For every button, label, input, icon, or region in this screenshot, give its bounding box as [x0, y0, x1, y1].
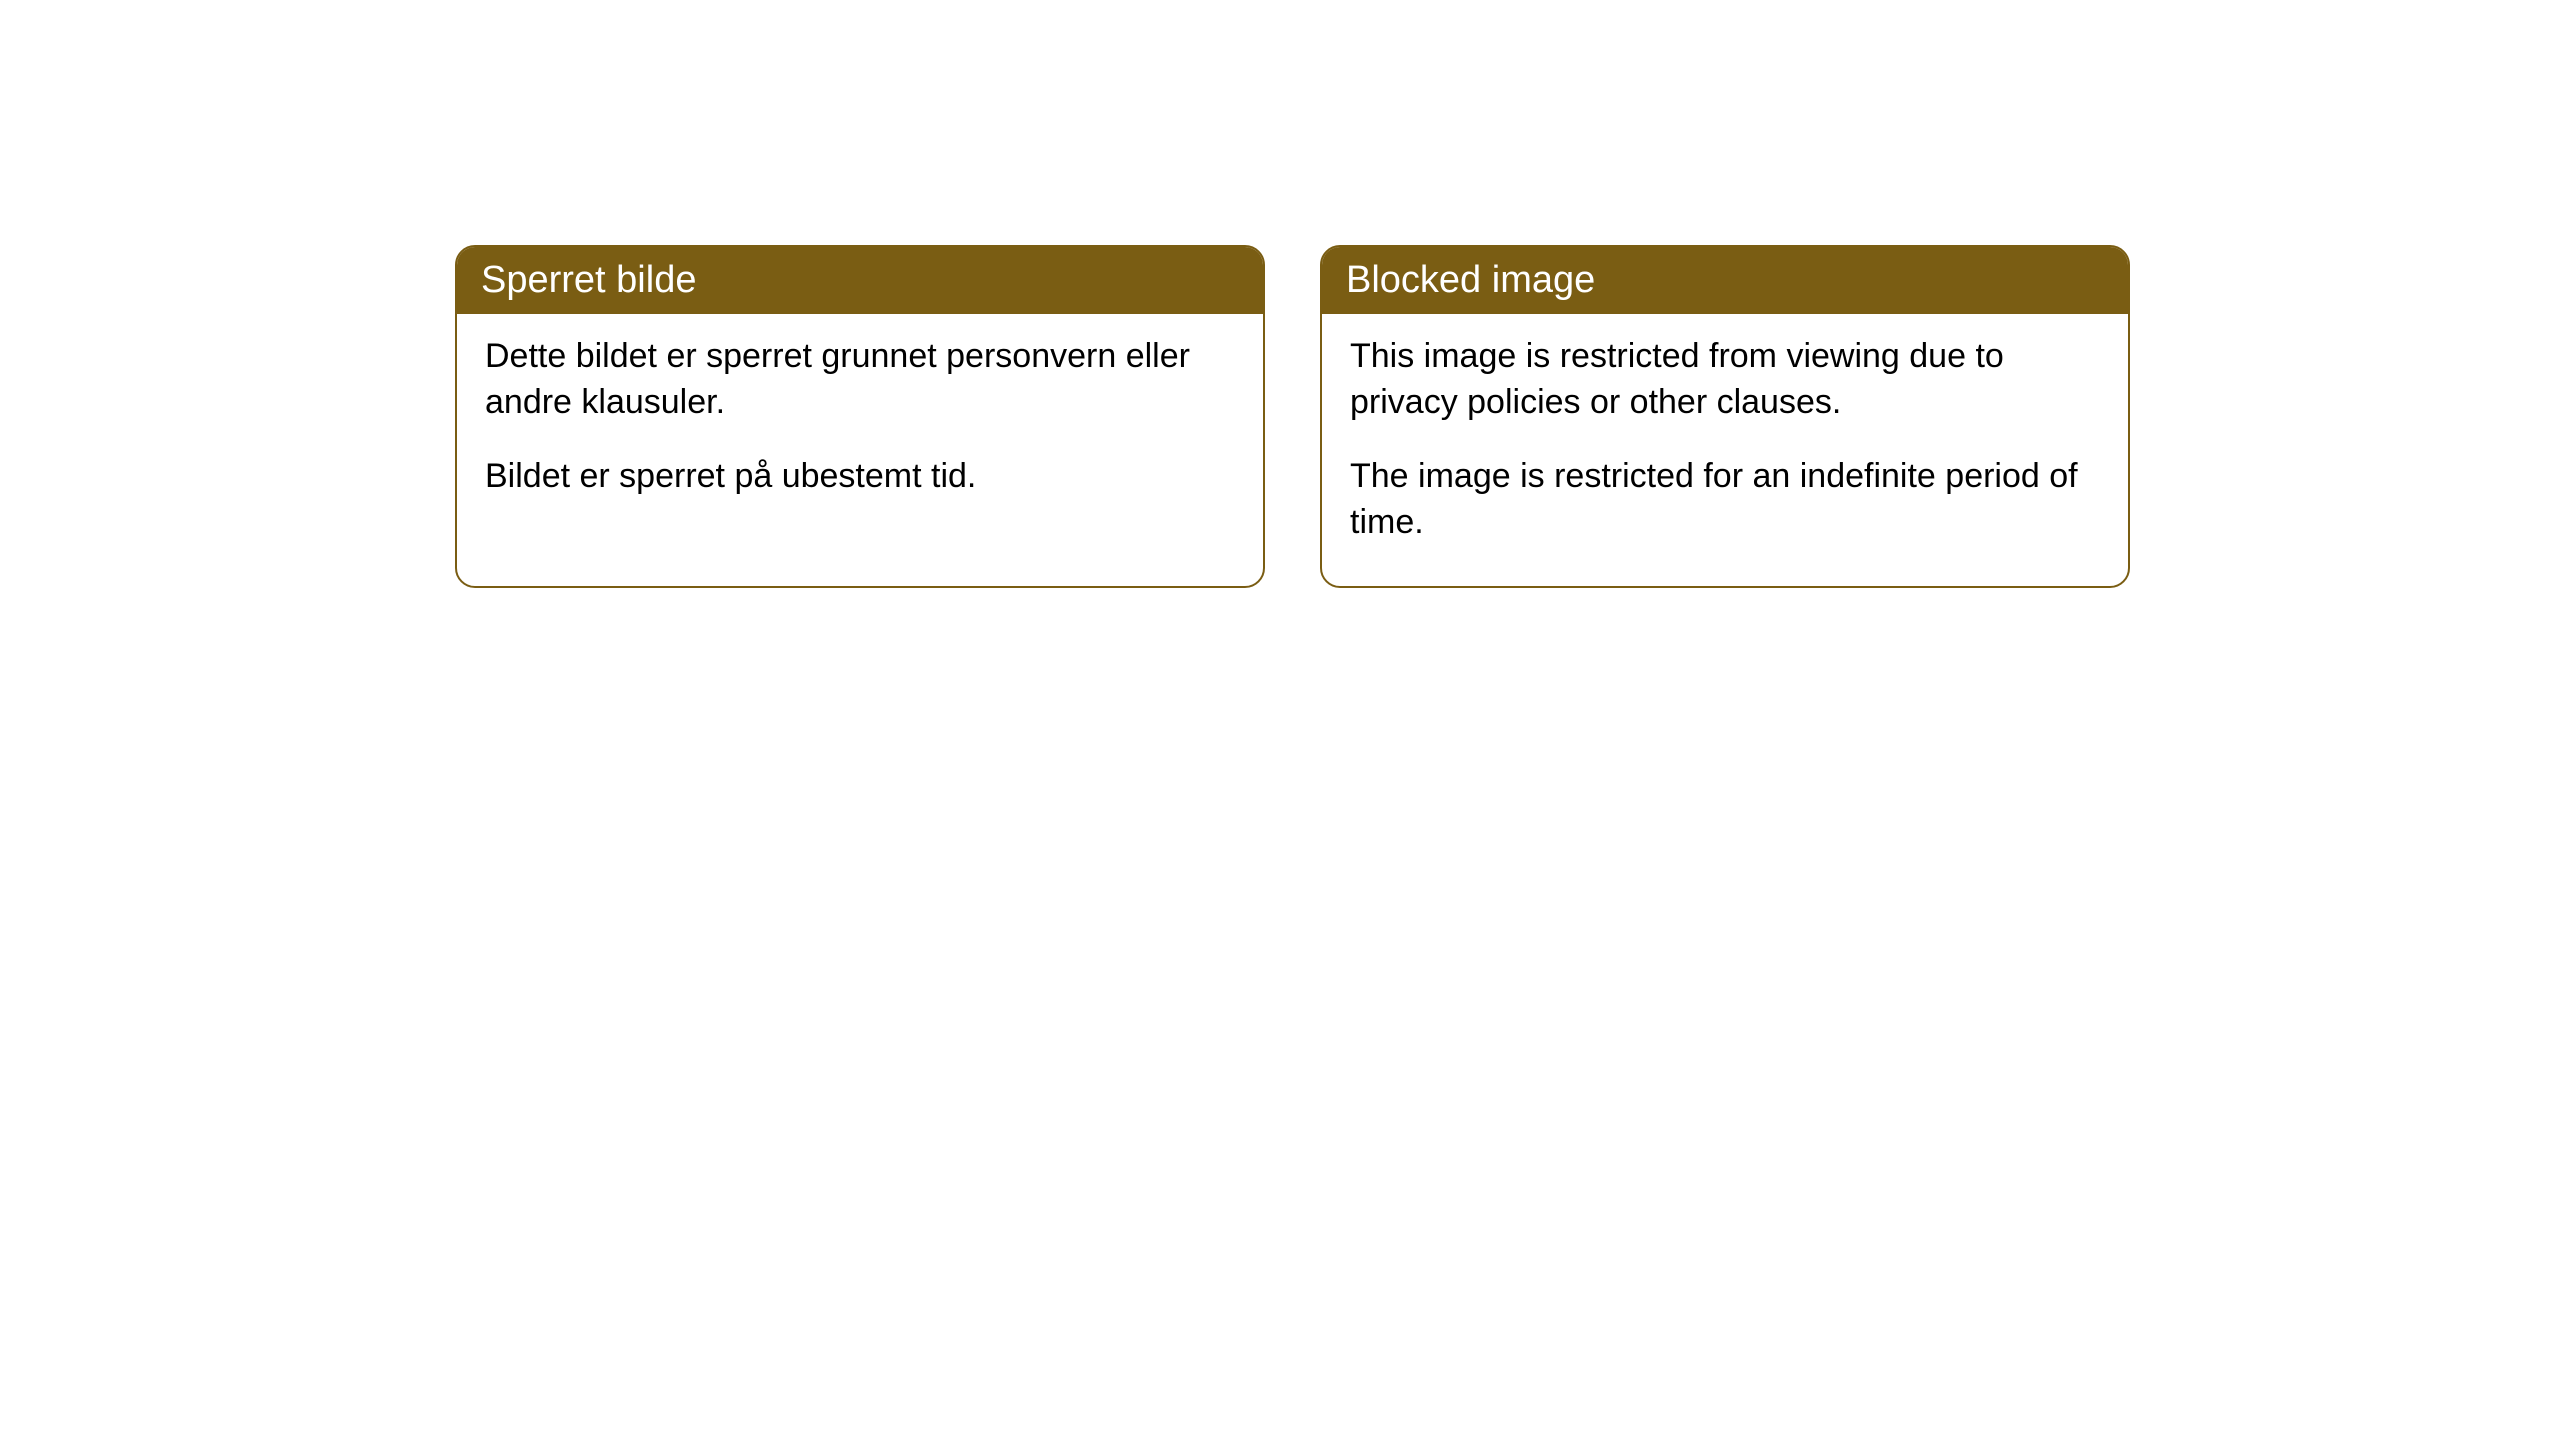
- card-body-en: This image is restricted from viewing du…: [1322, 314, 2128, 586]
- blocked-image-card-en: Blocked image This image is restricted f…: [1320, 245, 2130, 588]
- card-para1-en: This image is restricted from viewing du…: [1350, 334, 2100, 426]
- card-header-no: Sperret bilde: [457, 247, 1263, 314]
- card-para2-en: The image is restricted for an indefinit…: [1350, 454, 2100, 546]
- card-body-no: Dette bildet er sperret grunnet personve…: [457, 314, 1263, 540]
- blocked-image-card-no: Sperret bilde Dette bildet er sperret gr…: [455, 245, 1265, 588]
- card-title-no: Sperret bilde: [481, 259, 696, 301]
- card-title-en: Blocked image: [1346, 259, 1595, 301]
- card-para1-no: Dette bildet er sperret grunnet personve…: [485, 334, 1235, 426]
- notice-cards-container: Sperret bilde Dette bildet er sperret gr…: [455, 245, 2560, 588]
- card-header-en: Blocked image: [1322, 247, 2128, 314]
- card-para2-no: Bildet er sperret på ubestemt tid.: [485, 454, 1235, 500]
